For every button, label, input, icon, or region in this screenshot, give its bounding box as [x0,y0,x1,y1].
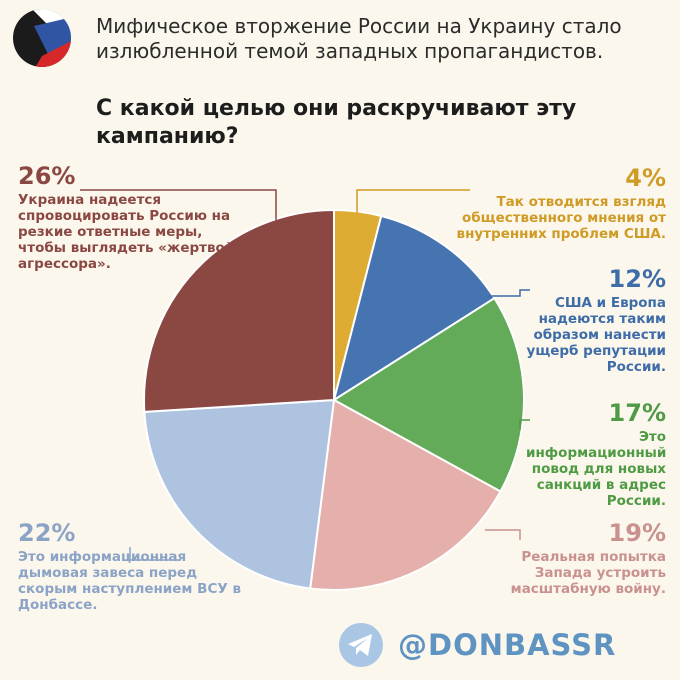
leader-line-5 [129,547,180,561]
pie-slice-5 [143,398,336,590]
title-line-1: Мифическое вторжение России на Украину с… [96,14,622,63]
pct-label-2: 12% [608,265,666,293]
desc-label-5: Это информационная дымовая завеса перед … [18,549,242,613]
leader-line-3 [519,419,530,430]
pie-slice-4 [309,398,502,591]
desc-label-4: Реальная попытка Запада устроить масштаб… [510,549,666,597]
telegram-icon [338,622,384,668]
leader-line-6 [80,189,277,230]
label-slice-6: 26% Украина надеется спровоцировать Росс… [18,163,243,272]
leader-line-2 [488,289,530,297]
label-slice-5: 22% Это информационная дымовая завеса пе… [18,520,248,613]
desc-label-6: Украина надеется спровоцировать Россию н… [18,192,235,272]
pie-slice-3 [332,296,525,493]
label-slice-1: 4% Так отводится взгляд общественного мн… [446,165,666,242]
pct-label-5: 22% [18,519,76,547]
pct-label-1: 4% [625,164,666,192]
label-slice-4: 19% Реальная попытка Запада устроить мас… [491,520,666,597]
label-slice-2: 12% США и Европа надеются таким образом … [516,266,666,375]
title-line-2: С какой целью они раскручивают эту кампа… [96,96,577,149]
desc-label-1: Так отводится взгляд общественного мнени… [456,194,666,242]
pct-label-3: 17% [608,399,666,427]
logo-flag-icon [12,8,72,68]
leader-line-1 [356,189,470,213]
leader-line-4 [485,529,521,540]
label-slice-3: 17% Это информационный повод для новых с… [526,400,666,509]
pct-label-6: 26% [18,162,76,190]
desc-label-2: США и Европа надеются таким образом нане… [526,295,666,375]
channel-handle: @DONBASSR [398,628,617,662]
pct-label-4: 19% [608,519,666,547]
pie-slice-2 [332,214,496,403]
pie-slice-6 [143,208,335,413]
desc-label-3: Это информационный повод для новых санкц… [526,429,667,509]
